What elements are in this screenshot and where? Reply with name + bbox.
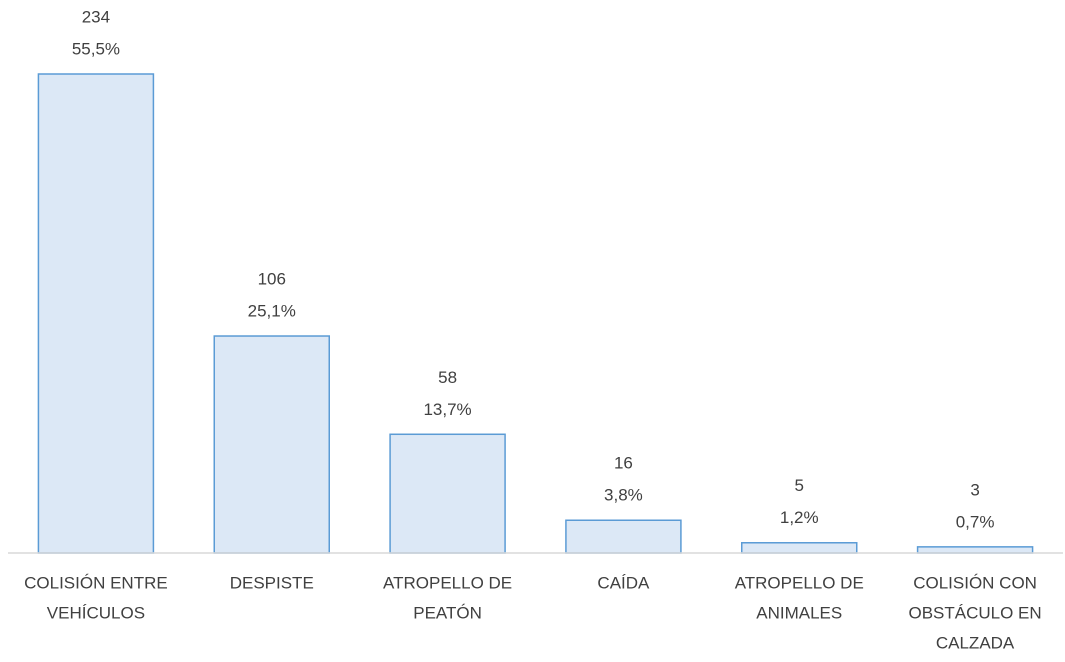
bar [565, 519, 682, 554]
x-tick-label: CAÍDA [597, 573, 650, 592]
bar [389, 433, 506, 554]
share-label: 3,8% [604, 486, 643, 505]
share-label: 0,7% [956, 512, 995, 531]
value-label: 5 [795, 476, 804, 495]
x-tick-label: COLISIÓN ENTRE [24, 573, 168, 592]
value-label: 3 [970, 480, 979, 499]
bar [213, 335, 330, 554]
value-label: 58 [438, 368, 457, 387]
x-tick-label: ATROPELLO DE [383, 573, 512, 592]
share-label: 55,5% [72, 39, 120, 58]
share-label: 13,7% [423, 400, 471, 419]
value-label: 16 [614, 454, 633, 473]
bar [741, 542, 858, 554]
x-tick-label: PEATÓN [413, 603, 482, 622]
value-label: 234 [82, 7, 110, 26]
x-tick-label: COLISIÓN CON [913, 573, 1037, 592]
x-tick-label: DESPISTE [230, 573, 314, 592]
bar [37, 73, 155, 554]
x-tick-label: ANIMALES [756, 603, 842, 622]
share-label: 25,1% [248, 302, 296, 321]
x-tick-label: OBSTÁCULO EN [908, 603, 1041, 622]
x-tick-label: CALZADA [936, 633, 1015, 652]
x-tick-label: VEHÍCULOS [47, 603, 145, 622]
x-tick-label: ATROPELLO DE [735, 573, 864, 592]
value-label: 106 [258, 270, 286, 289]
share-label: 1,2% [780, 508, 819, 527]
bar [916, 546, 1034, 554]
